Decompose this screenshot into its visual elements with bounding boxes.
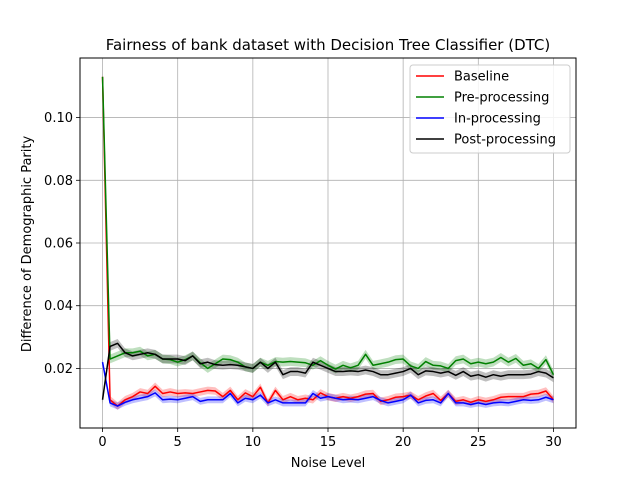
y-tick-label: 0.04 xyxy=(44,299,73,314)
series-line xyxy=(101,342,554,400)
series-line xyxy=(101,76,555,376)
y-tick-label: 0.08 xyxy=(44,174,73,189)
x-tick-label: 20 xyxy=(395,435,412,450)
y-tick-label: 0.02 xyxy=(44,362,73,377)
x-tick-label: 0 xyxy=(98,435,106,450)
series-band xyxy=(102,358,554,410)
series-lines xyxy=(101,76,555,407)
confidence-bands xyxy=(102,72,554,410)
legend-box xyxy=(409,64,571,154)
x-tick-label: 30 xyxy=(545,435,562,450)
legend-label: Post-processing xyxy=(454,133,556,148)
y-tick-label: 0.10 xyxy=(44,111,73,126)
legend-label: In-processing xyxy=(454,112,541,127)
legend: Baseline Pre-processing In-processing Post-… xyxy=(409,64,571,154)
y-axis-label: Difference of Demographic Parity xyxy=(20,136,35,353)
x-tick-label: 10 xyxy=(245,435,262,450)
series-band xyxy=(102,338,554,405)
legend-label: Pre-processing xyxy=(454,91,549,106)
x-tick-label: 15 xyxy=(320,435,337,450)
axis-ticks: 0 5 10 15 20 25 30 0.02 0.04 0.06 0.08 0.10 xyxy=(44,111,562,450)
chart-title: Fairness of bank dataset with Decision T… xyxy=(106,36,551,54)
x-tick-label: 5 xyxy=(174,435,182,450)
series-line xyxy=(101,362,554,407)
x-axis-label: Noise Level xyxy=(291,456,366,471)
x-tick-label: 25 xyxy=(470,435,487,450)
legend-label: Baseline xyxy=(454,70,509,85)
y-tick-label: 0.06 xyxy=(44,237,73,252)
grid xyxy=(80,58,576,428)
